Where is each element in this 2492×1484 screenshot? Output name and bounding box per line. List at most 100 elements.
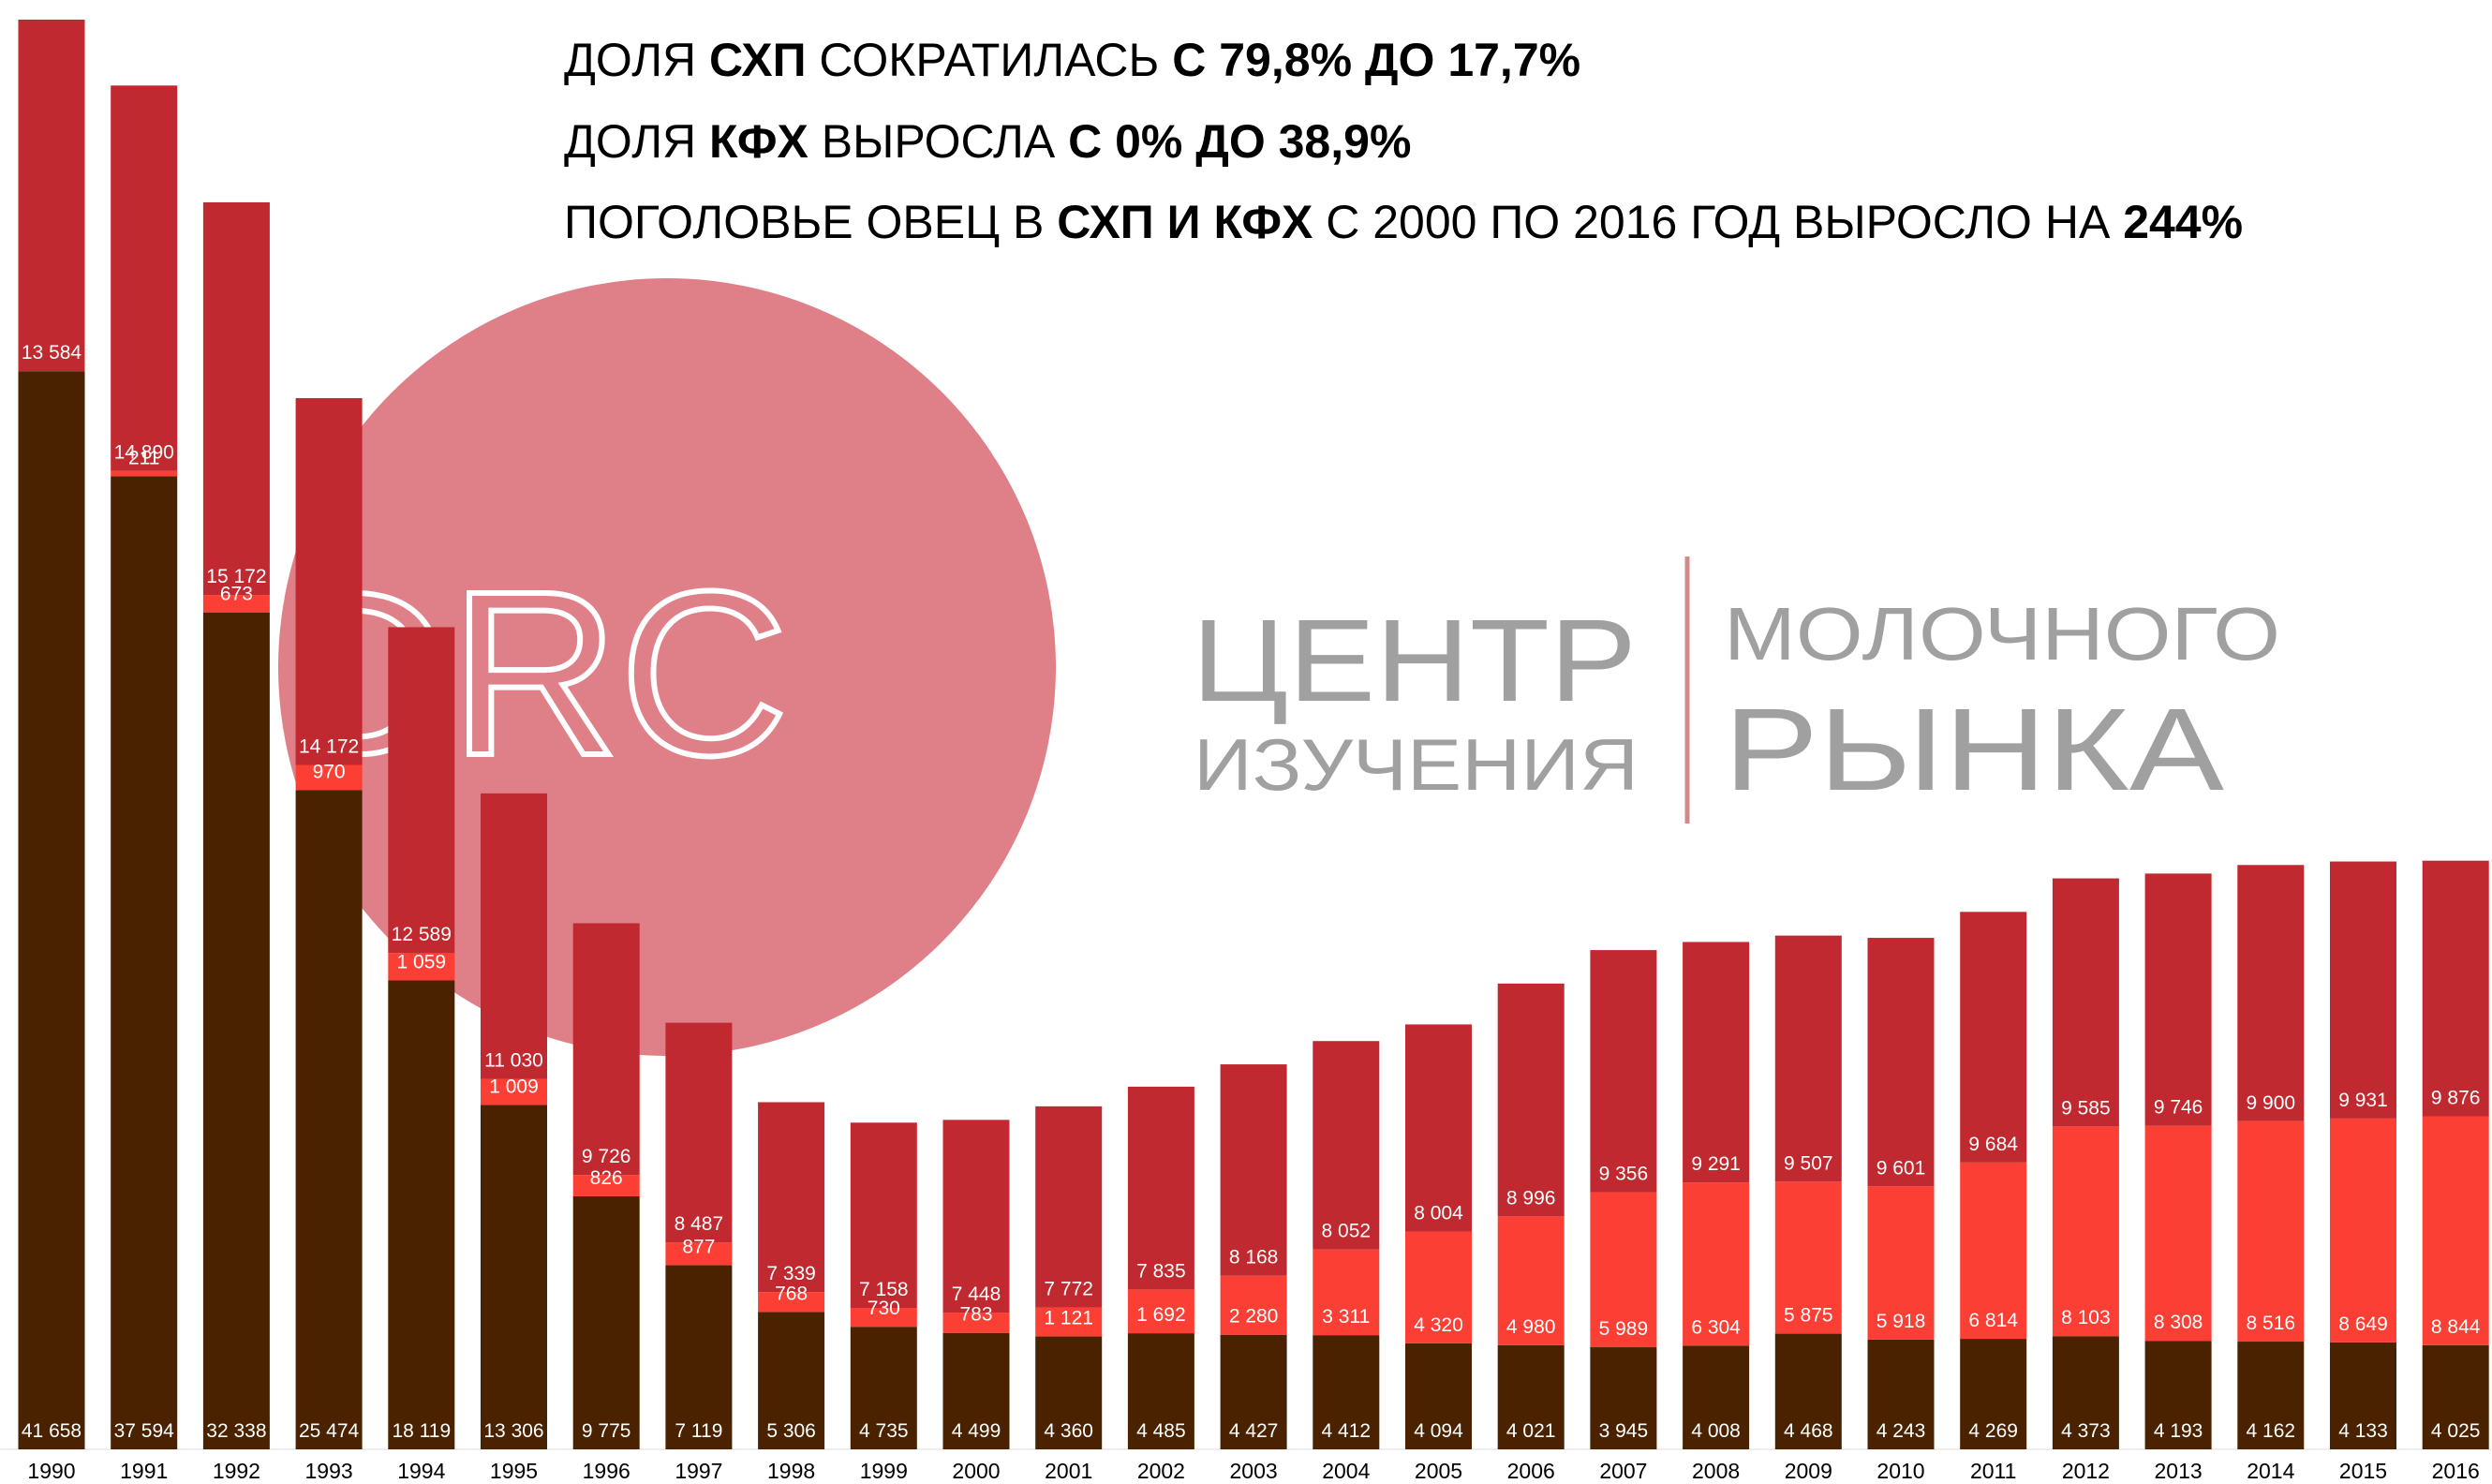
value-label: 8 168 (1229, 1247, 1279, 1269)
bar-segment (202, 612, 270, 1449)
bar-segment (850, 1122, 917, 1309)
bar-segment (1127, 1086, 1194, 1290)
logo-word: МОЛОЧНОГО (1724, 592, 2280, 675)
bar-segment (1683, 942, 1750, 1183)
logo-word: ИЗУЧЕНИЯ (1194, 723, 1639, 806)
bar-segment (1960, 1162, 2027, 1340)
bar-segment (850, 1308, 917, 1328)
value-label: 8 004 (1414, 1203, 1463, 1224)
value-label: 6 814 (1968, 1310, 2018, 1331)
bar-segment (295, 397, 363, 765)
value-label: 4 094 (1414, 1420, 1463, 1442)
x-tick-label: 1994 (397, 1459, 445, 1483)
x-tick-label: 2000 (952, 1459, 1000, 1483)
value-label: 8 649 (2338, 1313, 2388, 1335)
annotation-part: С 79,8% ДО 17,7% (1172, 34, 1580, 86)
value-label: 4 980 (1506, 1316, 1556, 1338)
bar-segment (1405, 1343, 1472, 1449)
value-label: 7 119 (675, 1420, 722, 1442)
annotation-part: С 0% ДО 38,9% (1068, 115, 1411, 168)
bar-segment (1683, 1345, 1750, 1449)
value-label: 12 589 (392, 924, 452, 945)
bar-segment (1405, 1024, 1472, 1232)
x-tick-label: 1992 (213, 1459, 260, 1483)
value-label: 37 594 (114, 1420, 175, 1442)
value-label: 877 (682, 1236, 715, 1257)
bar-segment (202, 201, 270, 596)
bar-segment (18, 371, 85, 1449)
bar-segment (758, 1312, 825, 1449)
value-label: 673 (220, 584, 253, 605)
bar-segment (1405, 1231, 1472, 1343)
bar-segment (1774, 1333, 1842, 1449)
value-label: 783 (959, 1304, 992, 1326)
bar-segment (1683, 1182, 1750, 1346)
annotation-part: ВЫРОСЛА (808, 115, 1068, 168)
bar-segment (1220, 1275, 1287, 1335)
bar-segment (758, 1102, 825, 1293)
value-label: 4 320 (1414, 1314, 1463, 1336)
bar-segment (1035, 1307, 1103, 1337)
bar-segment (1127, 1289, 1194, 1334)
bar-segment (1220, 1334, 1287, 1449)
x-tick-label: 2001 (1045, 1459, 1092, 1483)
value-label: 4 412 (1322, 1420, 1372, 1442)
value-label: 5 989 (1599, 1318, 1649, 1340)
value-label: 9 876 (2431, 1087, 2481, 1108)
value-label: 5 918 (1876, 1311, 1926, 1332)
bar-segment (1127, 1333, 1194, 1449)
value-label: 41 658 (22, 1420, 82, 1442)
value-label: 15 172 (206, 566, 266, 587)
bar-segment (1313, 1041, 1380, 1250)
value-label: 13 584 (22, 342, 82, 364)
value-label: 5 306 (766, 1420, 816, 1442)
bar-segment (572, 1195, 640, 1449)
value-label: 8 103 (2061, 1307, 2111, 1328)
value-label: 8 052 (1322, 1221, 1372, 1242)
value-label: 32 338 (206, 1420, 266, 1442)
value-label: 7 339 (766, 1263, 816, 1284)
bar-segment (2052, 1336, 2119, 1449)
bar-segment (2052, 878, 2119, 1127)
bar-segment (1035, 1336, 1103, 1449)
annotation-part: С 2000 ПО 2016 ГОД ВЫРОСЛО НА (1313, 196, 2123, 248)
bar-segment (295, 790, 363, 1449)
value-label: 4 427 (1229, 1420, 1279, 1442)
value-label: 9 900 (2247, 1092, 2296, 1114)
annotation-part: ДОЛЯ (564, 115, 709, 168)
value-label: 7 835 (1136, 1260, 1186, 1282)
bar-segment (1313, 1249, 1380, 1336)
value-label: 4 021 (1506, 1420, 1556, 1442)
x-tick-label: 2015 (2339, 1459, 2387, 1483)
value-label: 3 945 (1599, 1420, 1649, 1442)
annotation-part: СОКРАТИЛАСЬ (807, 34, 1173, 86)
value-label: 14 890 (114, 442, 174, 464)
bar-segment (1035, 1106, 1103, 1308)
bar-segment (2237, 1120, 2305, 1343)
bar-segment (2330, 1118, 2396, 1343)
bar-segment (665, 1242, 733, 1266)
bar-segment (388, 980, 455, 1449)
value-label: 768 (775, 1283, 808, 1304)
annotation: ДОЛЯ СХП СОКРАТИЛАСЬ С 79,8% ДО 17,7% (564, 34, 1580, 86)
value-label: 7 448 (952, 1284, 1001, 1305)
value-label: 730 (868, 1298, 900, 1319)
x-tick-label: 2011 (1970, 1459, 2016, 1483)
bar-segment (388, 953, 455, 981)
value-label: 9 356 (1599, 1164, 1649, 1185)
bar-segment (1590, 1347, 1657, 1449)
value-label: 1 059 (397, 951, 447, 972)
value-label: 4 499 (952, 1420, 1001, 1442)
logo-word: ЦЕНТР (1192, 596, 1637, 726)
x-tick-label: 1998 (767, 1459, 815, 1483)
bar-segment (1313, 1335, 1380, 1449)
value-label: 6 304 (1691, 1316, 1741, 1338)
x-tick-label: 1990 (27, 1459, 75, 1483)
bar-segment (2422, 860, 2489, 1117)
x-tick-label: 2012 (2062, 1459, 2110, 1483)
x-tick-label: 2007 (1599, 1459, 1647, 1483)
annotation-part: ДОЛЯ (564, 34, 709, 86)
value-label: 1 692 (1136, 1304, 1186, 1326)
annotation-part: КФХ (709, 115, 808, 168)
value-label: 9 726 (582, 1146, 631, 1167)
